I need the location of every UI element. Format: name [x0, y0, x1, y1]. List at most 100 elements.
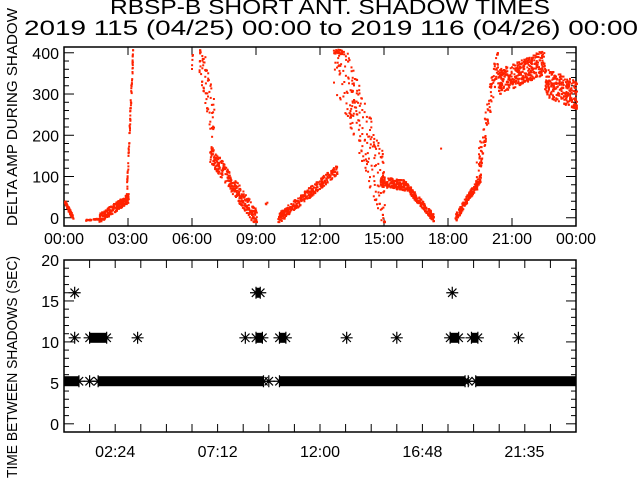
data-point [479, 149, 482, 152]
y-tick-label: 300 [32, 87, 59, 104]
data-point [362, 116, 364, 119]
data-point [537, 68, 540, 71]
data-point [209, 127, 212, 130]
asterisk-marker [83, 331, 96, 344]
data-point [220, 176, 223, 179]
data-point [509, 67, 512, 70]
data-point [559, 73, 562, 76]
data-point [500, 67, 503, 70]
data-point [574, 91, 577, 94]
data-point [130, 83, 133, 86]
data-point [407, 184, 410, 187]
data-point [399, 186, 402, 189]
data-point [468, 192, 470, 195]
data-point [534, 76, 537, 78]
data-point [216, 163, 219, 166]
data-point [471, 194, 474, 197]
data-point [530, 62, 532, 65]
data-point [543, 65, 546, 68]
data-point [547, 82, 550, 85]
data-point [108, 212, 111, 215]
data-point [254, 207, 257, 210]
data-point [204, 102, 207, 104]
data-point [383, 190, 386, 193]
data-point [307, 193, 310, 196]
data-point [214, 168, 217, 171]
data-point [345, 58, 348, 61]
data-point [321, 183, 324, 186]
data-point [315, 181, 318, 184]
data-point [570, 82, 573, 85]
data-point [216, 157, 219, 160]
data-point [244, 204, 247, 207]
data-point [234, 180, 237, 183]
data-point [369, 143, 372, 146]
data-point [236, 189, 239, 192]
data-point [535, 62, 537, 65]
data-point [115, 202, 118, 205]
data-point [526, 76, 529, 79]
data-point [423, 204, 426, 207]
data-point [359, 102, 362, 105]
data-point [235, 181, 238, 184]
data-point [288, 213, 290, 216]
data-point [527, 78, 530, 81]
data-point [333, 81, 335, 84]
data-point [368, 116, 371, 119]
data-point [241, 199, 244, 202]
data-point [490, 85, 493, 88]
data-point [564, 103, 567, 106]
data-point [129, 127, 131, 130]
data-point [366, 152, 369, 155]
data-point [568, 83, 571, 86]
data-point [243, 208, 246, 211]
data-point [215, 156, 218, 159]
data-point [344, 74, 347, 77]
data-point [380, 219, 383, 222]
data-point [355, 121, 358, 124]
data-point [522, 60, 525, 63]
data-point [545, 79, 548, 82]
data-point [537, 71, 540, 74]
data-point [460, 209, 463, 212]
data-point [554, 87, 557, 90]
data-point [298, 202, 301, 205]
data-point [332, 168, 335, 171]
data-point [130, 85, 133, 88]
data-point [309, 187, 312, 190]
asterisk-marker [239, 331, 252, 344]
data-point [280, 214, 283, 217]
data-point [560, 81, 563, 84]
data-point [526, 61, 529, 64]
data-point [495, 68, 498, 71]
data-point [320, 180, 323, 183]
data-point [548, 96, 551, 98]
data-point [479, 181, 482, 183]
data-point [377, 142, 380, 144]
data-point [214, 166, 217, 169]
data-point [521, 70, 524, 73]
data-point [564, 93, 567, 96]
data-point [373, 165, 376, 168]
data-point [379, 169, 382, 171]
data-point [391, 178, 394, 181]
data-point [209, 156, 212, 159]
data-point [572, 79, 575, 82]
data-point [544, 85, 547, 88]
data-point [207, 79, 210, 82]
data-point [227, 170, 230, 173]
data-point [220, 169, 223, 172]
data-point [518, 61, 521, 64]
data-point [113, 205, 116, 208]
data-point [236, 185, 239, 188]
asterisk-marker [462, 375, 475, 388]
data-point [382, 174, 384, 177]
data-point [537, 56, 540, 59]
data-point [478, 153, 480, 156]
data-point [497, 72, 500, 75]
data-point [417, 200, 419, 202]
data-point [130, 82, 133, 85]
data-point [286, 207, 289, 210]
data-point [369, 129, 371, 131]
data-point [287, 204, 290, 207]
